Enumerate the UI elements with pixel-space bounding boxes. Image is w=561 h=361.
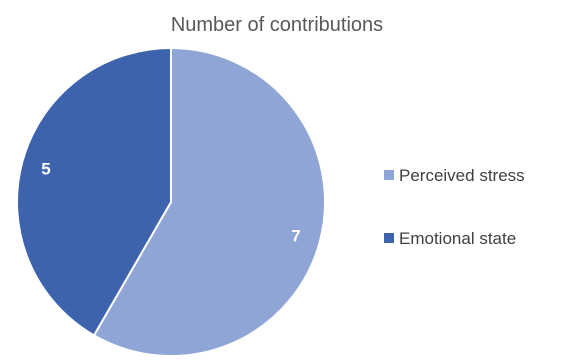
pie-slice-emotional-state <box>16 47 172 337</box>
legend-label-perceived-stress: Perceived stress <box>399 166 525 185</box>
chart-title: Number of contributions <box>171 14 383 36</box>
pie-slice-perceived-stress <box>93 47 326 357</box>
pie-data-labels: 75 <box>41 160 300 246</box>
chart-legend: Perceived stress Emotional state <box>384 166 525 248</box>
pie-slices <box>16 47 326 357</box>
data-label-emotional-state: 5 <box>41 160 50 179</box>
legend-swatch-perceived-stress <box>384 170 394 180</box>
legend-swatch-emotional-state <box>384 233 394 243</box>
legend-label-emotional-state: Emotional state <box>399 229 516 248</box>
data-label-perceived-stress: 7 <box>291 227 300 246</box>
